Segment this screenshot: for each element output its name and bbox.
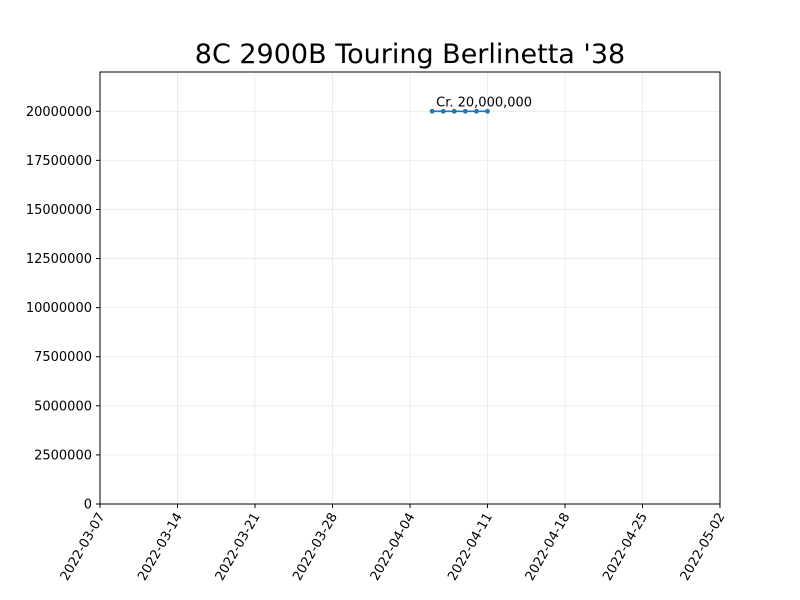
data-point [451,108,457,114]
y-tick-label: 12500000 [26,252,92,267]
y-tick-label: 7500000 [34,350,92,365]
annotation-label: Cr. 20,000,000 [436,95,532,110]
x-tick-label: 2022-03-07 [58,511,109,584]
x-tick-label: 2022-04-04 [368,511,419,584]
series-group [429,108,490,114]
data-point [429,108,435,114]
x-tick-label: 2022-04-25 [600,511,651,584]
data-point [485,108,490,114]
y-tick-label: 10000000 [26,301,92,316]
x-tick-label: 2022-03-14 [135,511,186,584]
x-tick-label: 2022-05-02 [678,511,729,584]
x-tick-label: 2022-03-28 [290,511,341,584]
y-tick-label: 2500000 [34,448,92,463]
chart-title: 8C 2900B Touring Berlinetta '38 [195,39,625,70]
y-axis: 0 2500000 5000000 7500000 10000000 12500000 15… [26,105,100,513]
x-axis: 2022-03-07 2022-03-14 2022-03-21 2022-03-28… [58,504,729,584]
x-tick-label: 2022-03-21 [213,511,264,584]
data-point [440,108,446,114]
data-point [462,108,468,114]
grid-lines [99,72,721,505]
x-tick-label: 2022-04-18 [523,511,574,584]
y-tick-label: 20000000 [26,105,92,120]
y-tick-label: 17500000 [26,154,92,169]
data-point [474,108,479,114]
y-tick-label: 5000000 [34,399,92,414]
annotations: Cr. 20,000,000 [436,95,532,110]
x-tick-label: 2022-04-11 [445,511,496,584]
y-tick-label: 15000000 [26,203,92,218]
y-tick-label: 0 [84,498,92,513]
